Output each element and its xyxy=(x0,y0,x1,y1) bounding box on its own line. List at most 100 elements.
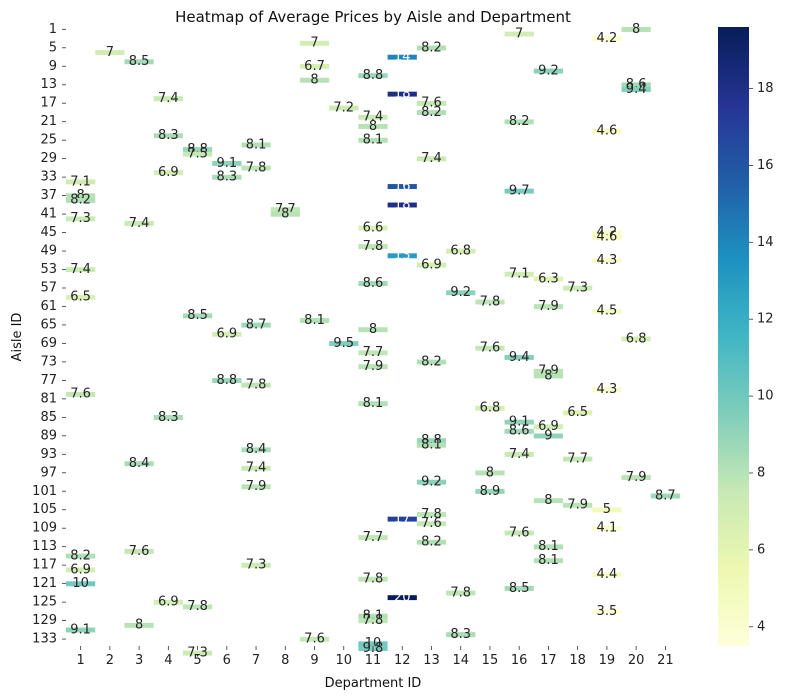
y-tick-label: 37 xyxy=(40,188,57,203)
x-tick-label: 13 xyxy=(423,653,440,668)
y-tick-label: 77 xyxy=(40,373,57,388)
cell-value-label: 8.8 xyxy=(363,68,384,83)
heatmap-cell xyxy=(358,641,388,647)
cell-value-label: 7.1 xyxy=(509,267,530,282)
heatmap-cell xyxy=(504,271,534,277)
cell-value-label: 7.3 xyxy=(187,645,208,660)
heatmap-cell xyxy=(212,378,242,383)
x-tick-label: 5 xyxy=(193,653,201,668)
chart-title: Heatmap of Average Prices by Aisle and D… xyxy=(175,8,571,26)
heatmap-cell xyxy=(182,147,213,153)
heatmap-cell xyxy=(563,285,593,291)
cell-value-label: 7.3 xyxy=(70,211,91,226)
heatmap-cell xyxy=(416,512,447,517)
y-tick-label: 1 xyxy=(49,22,57,37)
heatmap-cell xyxy=(358,613,388,619)
cell-value-label: 8.5 xyxy=(187,308,208,323)
cell-value-label: 7.8 xyxy=(187,599,208,614)
heatmap-cell xyxy=(241,465,271,471)
cell-value-label: 7.5 xyxy=(187,147,208,162)
colorbar-tick-label: 16 xyxy=(757,158,774,173)
x-tick-label: 8 xyxy=(281,653,289,668)
heatmap-cell xyxy=(592,308,622,314)
heatmap-cell xyxy=(446,590,476,596)
cell-value-label: 8.3 xyxy=(216,170,237,185)
heatmap-cell xyxy=(241,484,271,490)
heatmap-cell xyxy=(66,193,96,199)
heatmap-cell xyxy=(299,636,330,642)
y-tick-label: 57 xyxy=(40,280,57,295)
cell-value-label: 8 xyxy=(544,493,552,508)
heatmap-cell xyxy=(358,73,388,79)
cell-value-label: 3.5 xyxy=(597,604,618,619)
heatmap-cell xyxy=(416,156,447,162)
cell-value-label: 4.3 xyxy=(597,382,618,397)
cell-value-label: 8.2 xyxy=(421,535,442,550)
heatmap-cell xyxy=(358,244,388,250)
cell-value-label: 7.9 xyxy=(538,299,559,314)
heatmap-cell xyxy=(124,221,154,226)
heatmap-cell xyxy=(358,137,388,143)
heatmap-cell xyxy=(241,447,271,453)
colorbar-tick-label: 14 xyxy=(757,235,774,250)
heatmap-cell xyxy=(66,581,96,587)
heatmap-cell xyxy=(504,188,534,194)
colorbar-ticks: 4 6 8 10 12 14 16 18 xyxy=(749,81,774,634)
cell-value-label: 8.9 xyxy=(480,484,501,499)
heatmap-cell xyxy=(387,91,417,97)
y-axis-label: Aisle ID xyxy=(10,313,25,362)
heatmap-cell xyxy=(387,595,417,601)
heatmap-cell xyxy=(299,63,330,69)
cell-value-label: 7.9 xyxy=(567,498,588,513)
heatmap-cell xyxy=(358,618,388,624)
cell-value-label: 9.5 xyxy=(333,336,354,351)
y-tick-label: 125 xyxy=(32,595,57,610)
y-tick-label: 121 xyxy=(32,576,57,591)
cell-value-label: 7.9 xyxy=(363,359,384,374)
x-tick-label: 6 xyxy=(223,653,231,668)
cell-value-label: 8.7 xyxy=(655,488,676,503)
cell-value-label: 7.8 xyxy=(421,507,442,522)
heatmap-cell xyxy=(592,36,622,42)
cell-value-label: 9 xyxy=(544,428,552,443)
heatmap-cell xyxy=(592,609,622,614)
cell-value-label: 4.3 xyxy=(597,253,618,268)
heatmap-cell xyxy=(270,207,300,213)
heatmap-cell xyxy=(124,461,154,467)
heatmap-cell xyxy=(182,604,213,610)
cell-value-label: 9.1 xyxy=(509,414,530,429)
cell-value-label: 8 xyxy=(369,322,377,337)
heatmap-cell xyxy=(533,276,564,282)
cell-value-label: 4.4 xyxy=(597,567,618,582)
cell-value-label: 7.6 xyxy=(509,525,530,540)
heatmap-cell xyxy=(153,599,183,605)
cell-value-label: 8 xyxy=(76,188,84,203)
y-tick-label: 41 xyxy=(40,207,57,222)
cell-value-label: 7.9 xyxy=(626,470,647,485)
heatmap-cell xyxy=(504,419,534,425)
x-tick-label: 15 xyxy=(482,653,499,668)
heatmap-cell xyxy=(621,87,651,92)
cell-value-label: 9.1 xyxy=(70,622,91,637)
heatmap-cell xyxy=(212,160,242,166)
heatmap-cell xyxy=(241,322,271,328)
cell-value-label: 9.4 xyxy=(509,350,530,365)
heatmap-cell xyxy=(66,216,96,222)
cell-value-label: 7.8 xyxy=(363,613,384,628)
y-tick-label: 89 xyxy=(40,428,57,443)
y-axis-ticks: 1 5 9 13 17 21 25 29 33 37 41 45 49 53 57 61 65 69 73 77 81 8… xyxy=(32,22,66,647)
cell-value-label: 7.8 xyxy=(450,585,471,600)
cell-value-label: 7.4 xyxy=(158,91,179,106)
heatmap-cell xyxy=(475,488,505,494)
y-tick-label: 73 xyxy=(40,354,57,369)
heatmap-cell xyxy=(416,521,447,527)
cell-value-label: 8.3 xyxy=(158,128,179,143)
heatmap-cell xyxy=(416,479,447,485)
y-tick-label: 129 xyxy=(32,613,57,628)
heatmap-cell xyxy=(504,530,534,536)
cell-value-label: 7.2 xyxy=(333,100,354,115)
heatmap-cell xyxy=(592,128,622,134)
heatmap-cell xyxy=(124,59,154,65)
heatmap-cell xyxy=(66,267,96,273)
